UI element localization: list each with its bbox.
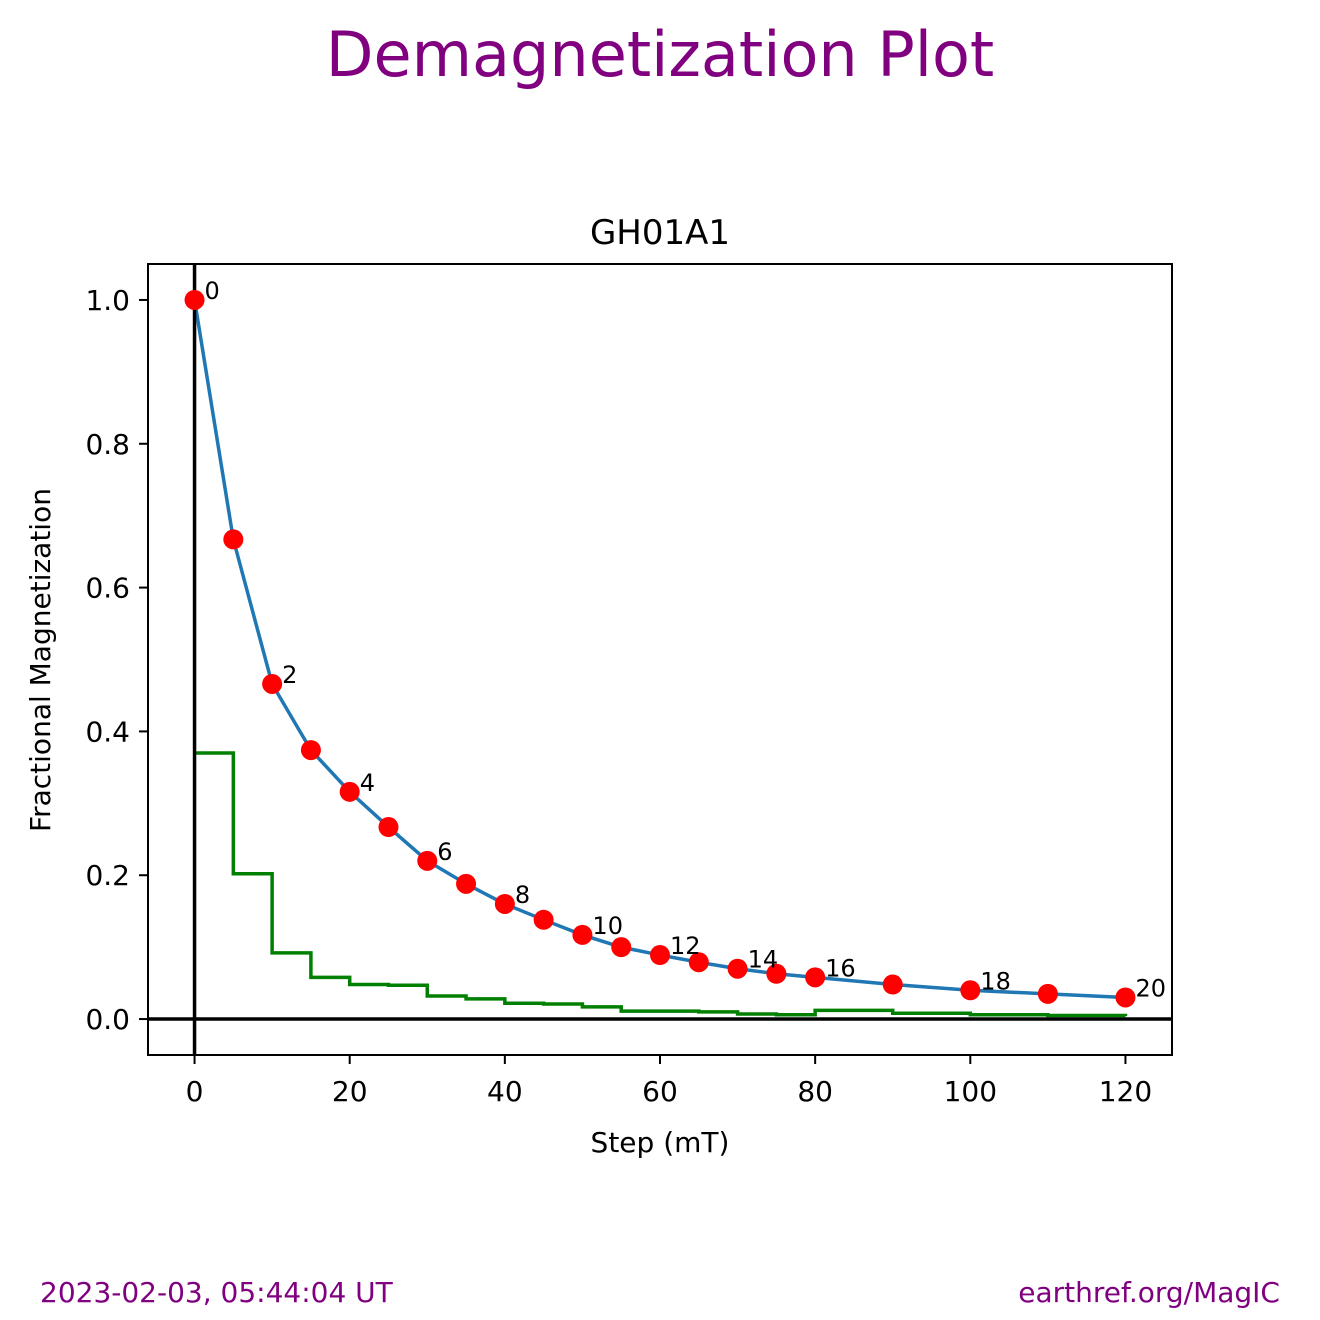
chart-title: GH01A1: [590, 213, 730, 253]
data-point: [494, 893, 515, 914]
data-point: [456, 873, 477, 894]
x-tick-label: 40: [487, 1075, 523, 1108]
timestamp-text: 2023-02-03, 05:44:04 UT: [40, 1276, 393, 1309]
data-point: [766, 963, 787, 984]
y-tick-label: 0.8: [85, 428, 130, 461]
data-point: [805, 967, 826, 988]
source-link[interactable]: earthref.org/MagIC: [1018, 1276, 1280, 1309]
data-point: [1037, 983, 1058, 1004]
data-point: [184, 289, 205, 310]
point-label: 20: [1135, 974, 1166, 1002]
data-point: [572, 924, 593, 945]
data-point: [650, 945, 670, 966]
y-tick-label: 1.0: [85, 284, 130, 317]
data-point: [533, 909, 554, 930]
data-point: [882, 974, 903, 995]
y-tick-label: 0.2: [85, 859, 130, 892]
x-tick-label: 80: [797, 1075, 833, 1108]
data-point: [223, 529, 244, 550]
point-label: 8: [515, 881, 530, 909]
data-point: [960, 980, 981, 1001]
data-point: [1115, 987, 1136, 1008]
data-point: [727, 958, 748, 979]
y-tick-label: 0.6: [85, 572, 130, 605]
point-label: 0: [205, 277, 220, 305]
axes-frame: [147, 263, 1173, 1056]
data-point: [611, 937, 632, 958]
figure-title: Demagnetization Plot: [325, 18, 995, 91]
point-label: 4: [360, 769, 375, 797]
data-point: [300, 740, 321, 761]
x-tick-label: 100: [944, 1075, 997, 1108]
data-point: [262, 673, 283, 694]
x-tick-label: 20: [332, 1075, 368, 1108]
point-label: 6: [437, 838, 452, 866]
x-tick-label: 0: [186, 1075, 204, 1108]
point-label: 14: [748, 946, 779, 974]
x-tick-label: 120: [1099, 1075, 1152, 1108]
point-label: 16: [825, 954, 856, 982]
data-point: [378, 817, 399, 838]
x-tick-label: 60: [642, 1075, 678, 1108]
data-point: [339, 781, 360, 802]
point-label: 2: [282, 661, 297, 689]
data-point: [688, 952, 709, 973]
step-series-line: [194, 751, 1128, 1018]
magnetization-curve: [192, 299, 1126, 1000]
data-point: [417, 850, 438, 871]
point-label: 12: [670, 932, 701, 960]
y-axis-label: Fractional Magnetization: [24, 488, 57, 832]
y-tick-label: 0.4: [85, 715, 130, 748]
plot-area: 0 2 4 6 8 10 12 14 16 18 20: [148, 264, 1172, 1055]
y-tick-label: 0.0: [85, 1003, 130, 1036]
point-label: 18: [980, 967, 1011, 995]
x-axis-label: Step (mT): [591, 1126, 730, 1159]
point-label: 10: [592, 912, 623, 940]
